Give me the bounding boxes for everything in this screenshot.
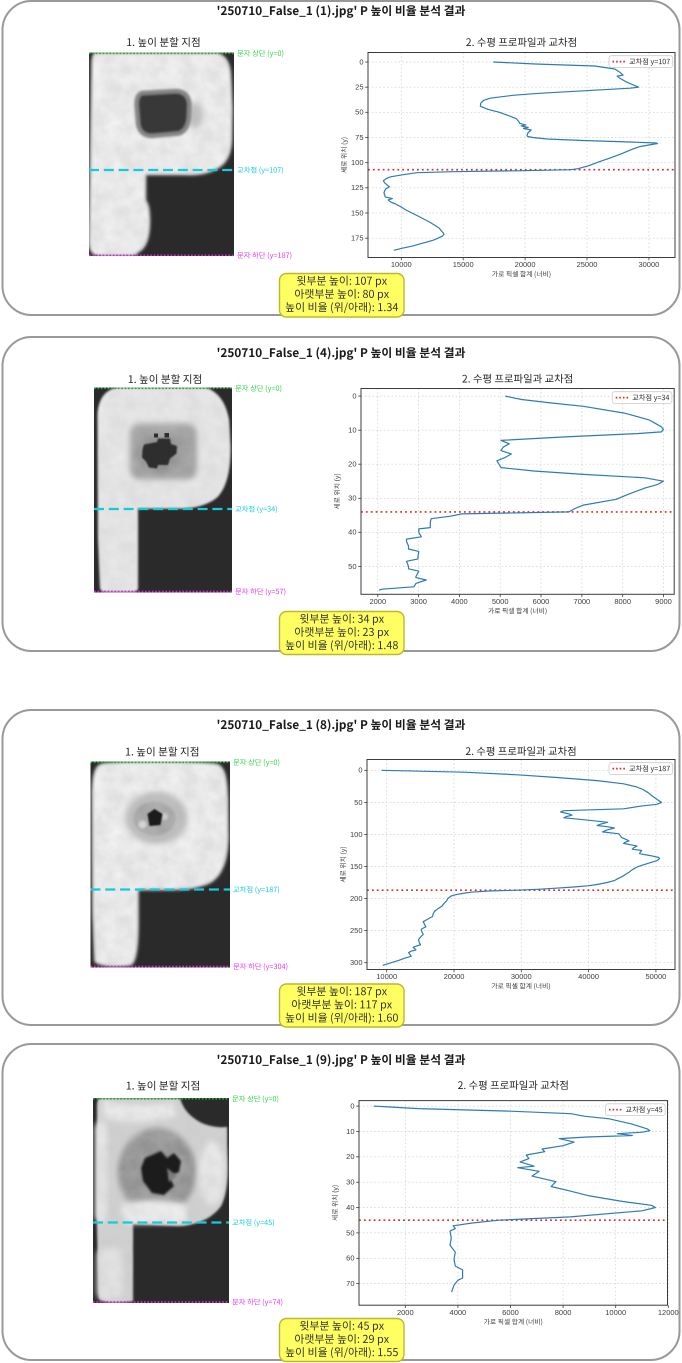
svg-text:20: 20: [346, 1152, 354, 1161]
svg-text:25: 25: [355, 83, 363, 92]
svg-text:175: 175: [351, 234, 364, 243]
svg-text:0: 0: [352, 392, 356, 401]
svg-text:30: 30: [348, 494, 356, 503]
svg-text:2000: 2000: [369, 597, 386, 606]
svg-text:9000: 9000: [655, 597, 672, 606]
svg-text:30000: 30000: [511, 972, 532, 981]
svg-text:25000: 25000: [577, 260, 598, 269]
svg-text:50: 50: [346, 1228, 354, 1237]
svg-text:8000: 8000: [555, 1308, 572, 1317]
svg-text:30000: 30000: [638, 260, 659, 269]
svg-text:7000: 7000: [574, 597, 591, 606]
svg-text:50: 50: [348, 562, 356, 571]
svg-text:4000: 4000: [451, 597, 468, 606]
svg-text:20000: 20000: [515, 260, 536, 269]
svg-text:3000: 3000: [410, 597, 427, 606]
svg-text:100: 100: [351, 158, 364, 167]
svg-text:50000: 50000: [645, 972, 666, 981]
svg-text:300: 300: [350, 958, 363, 967]
svg-text:0: 0: [350, 1102, 354, 1111]
svg-text:6000: 6000: [533, 597, 550, 606]
svg-text:10: 10: [348, 426, 356, 435]
svg-text:0: 0: [358, 766, 362, 775]
svg-text:50: 50: [355, 108, 363, 117]
svg-text:10: 10: [346, 1127, 354, 1136]
svg-text:200: 200: [350, 894, 363, 903]
svg-text:20: 20: [348, 460, 356, 469]
svg-text:10000: 10000: [391, 260, 412, 269]
svg-text:40: 40: [346, 1203, 354, 1212]
svg-text:5000: 5000: [492, 597, 509, 606]
svg-text:150: 150: [350, 862, 363, 871]
svg-text:75: 75: [355, 133, 363, 142]
svg-text:70: 70: [346, 1279, 354, 1288]
svg-text:60: 60: [346, 1254, 354, 1263]
svg-text:2000: 2000: [397, 1308, 414, 1317]
svg-text:4000: 4000: [450, 1308, 467, 1317]
svg-text:10000: 10000: [605, 1308, 626, 1317]
svg-text:20000: 20000: [444, 972, 465, 981]
svg-text:10000: 10000: [376, 972, 397, 981]
svg-text:40000: 40000: [578, 972, 599, 981]
svg-text:12000: 12000: [658, 1308, 679, 1317]
svg-text:100: 100: [350, 830, 363, 839]
svg-text:50: 50: [354, 798, 362, 807]
svg-text:8000: 8000: [614, 597, 631, 606]
svg-text:0: 0: [359, 57, 363, 66]
svg-text:40: 40: [348, 528, 356, 537]
svg-text:150: 150: [351, 208, 364, 217]
svg-text:125: 125: [351, 183, 364, 192]
svg-text:15000: 15000: [453, 260, 474, 269]
svg-text:250: 250: [350, 926, 363, 935]
svg-text:6000: 6000: [502, 1308, 519, 1317]
svg-text:30: 30: [346, 1178, 354, 1187]
